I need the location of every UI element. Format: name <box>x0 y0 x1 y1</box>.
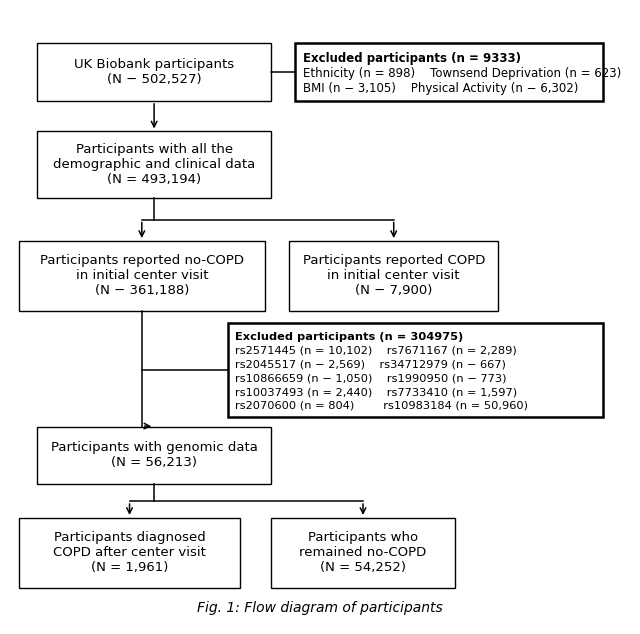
FancyBboxPatch shape <box>271 518 455 588</box>
Text: Participants reported no-COPD
in initial center visit
(N − 361,188): Participants reported no-COPD in initial… <box>40 254 244 297</box>
Text: Participants who
remained no-COPD
(N = 54,252): Participants who remained no-COPD (N = 5… <box>300 531 427 574</box>
Text: rs2571445 (n = 10,102)    rs7671167 (n = 2,289): rs2571445 (n = 10,102) rs7671167 (n = 2,… <box>236 346 517 356</box>
FancyBboxPatch shape <box>296 43 603 101</box>
FancyBboxPatch shape <box>19 241 265 311</box>
Text: rs2070600 (n = 804)        rs10983184 (n = 50,960): rs2070600 (n = 804) rs10983184 (n = 50,9… <box>236 401 528 411</box>
Text: Participants reported COPD
in initial center visit
(N − 7,900): Participants reported COPD in initial ce… <box>303 254 485 297</box>
Text: rs2045517 (n − 2,569)    rs34712979 (n − 667): rs2045517 (n − 2,569) rs34712979 (n − 66… <box>236 359 506 370</box>
Text: Participants with genomic data
(N = 56,213): Participants with genomic data (N = 56,2… <box>51 441 257 469</box>
Text: Ethnicity (n = 898)    Townsend Deprivation (n = 623): Ethnicity (n = 898) Townsend Deprivation… <box>303 67 621 80</box>
Text: Fig. 1: Flow diagram of participants: Fig. 1: Flow diagram of participants <box>197 601 443 615</box>
Text: UK Biobank participants
(N − 502,527): UK Biobank participants (N − 502,527) <box>74 58 234 86</box>
Text: rs10866659 (n − 1,050)    rs1990950 (n − 773): rs10866659 (n − 1,050) rs1990950 (n − 77… <box>236 373 507 384</box>
Text: BMI (n − 3,105)    Physical Activity (n − 6,302): BMI (n − 3,105) Physical Activity (n − 6… <box>303 82 578 95</box>
FancyBboxPatch shape <box>289 241 498 311</box>
FancyBboxPatch shape <box>19 518 240 588</box>
FancyBboxPatch shape <box>37 43 271 101</box>
Text: rs10037493 (n = 2,440)    rs7733410 (n = 1,597): rs10037493 (n = 2,440) rs7733410 (n = 1,… <box>236 387 517 397</box>
FancyBboxPatch shape <box>228 323 603 417</box>
Text: Participants with all the
demographic and clinical data
(N = 493,194): Participants with all the demographic an… <box>53 143 255 186</box>
Text: Excluded participants (n = 304975): Excluded participants (n = 304975) <box>236 332 463 342</box>
FancyBboxPatch shape <box>37 131 271 198</box>
Text: Excluded participants (n = 9333): Excluded participants (n = 9333) <box>303 51 521 65</box>
Text: Participants diagnosed
COPD after center visit
(N = 1,961): Participants diagnosed COPD after center… <box>53 531 206 574</box>
FancyBboxPatch shape <box>37 427 271 484</box>
